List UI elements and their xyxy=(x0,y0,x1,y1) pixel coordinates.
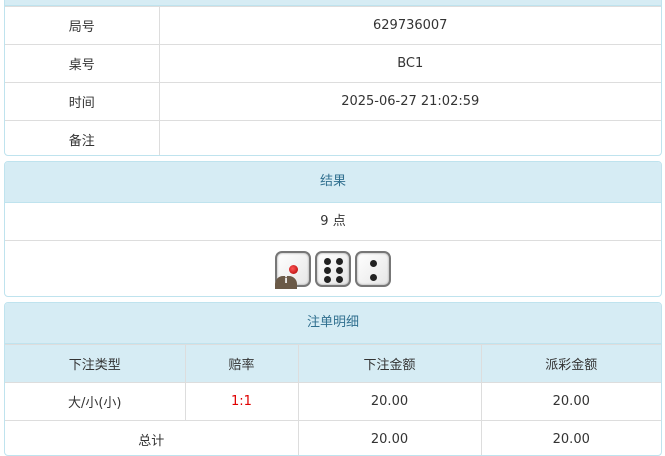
col-header: 赔率 xyxy=(184,344,299,383)
bet-type: 大/小(小) xyxy=(5,382,186,421)
info-header xyxy=(5,0,661,6)
remark xyxy=(158,120,661,155)
payout-amount: 20.00 xyxy=(480,382,661,421)
info-table: 局号 629736007 桌号 BC1 时间 2025-06-27 21:02:59 … xyxy=(5,6,661,155)
info-panel: 局号 629736007 桌号 BC1 时间 2025-06-27 21:02:59 … xyxy=(4,0,662,156)
table-row: 局号 629736007 xyxy=(5,6,661,45)
odds: 1:1 xyxy=(184,382,299,421)
info-icon[interactable]: i xyxy=(275,275,297,289)
total-label: 总计 xyxy=(5,420,299,455)
table-row: 备注 xyxy=(5,120,661,155)
bets-title: 注单明细 xyxy=(5,303,661,344)
total-payout: 20.00 xyxy=(480,420,661,455)
die-1[interactable]: i xyxy=(275,250,311,289)
result-points: 9 点 xyxy=(5,203,661,241)
table-row: 时间 2025-06-27 21:02:59 xyxy=(5,82,661,121)
table-row: 大/小(小) 1:1 20.00 20.00 xyxy=(5,382,661,421)
label: 备注 xyxy=(5,120,160,155)
result-panel: 结果 9 点 i xyxy=(4,161,662,297)
total-row: 总计 20.00 20.00 xyxy=(5,420,661,455)
die-2[interactable] xyxy=(355,250,391,287)
total-amount: 20.00 xyxy=(297,420,482,455)
col-header: 下注类型 xyxy=(5,344,186,383)
bets-header-row: 下注类型 赔率 下注金额 派彩金额 xyxy=(5,344,661,383)
bet-amount: 20.00 xyxy=(297,382,482,421)
table-number: BC1 xyxy=(158,44,661,83)
col-header: 下注金额 xyxy=(297,344,482,383)
bets-panel: 注单明细 下注类型 赔率 下注金额 派彩金额 大/小(小) 1:1 20.00 … xyxy=(4,302,662,456)
label: 局号 xyxy=(5,6,160,45)
table-row: 桌号 BC1 xyxy=(5,44,661,83)
bets-table: 下注类型 赔率 下注金额 派彩金额 大/小(小) 1:1 20.00 20.00… xyxy=(5,344,661,455)
label: 时间 xyxy=(5,82,160,121)
time: 2025-06-27 21:02:59 xyxy=(158,82,661,121)
label: 桌号 xyxy=(5,44,160,83)
round-number: 629736007 xyxy=(158,6,661,45)
die-6[interactable] xyxy=(315,250,351,287)
dice-row: i xyxy=(5,241,661,296)
col-header: 派彩金额 xyxy=(480,344,661,383)
result-title: 结果 xyxy=(5,162,661,203)
